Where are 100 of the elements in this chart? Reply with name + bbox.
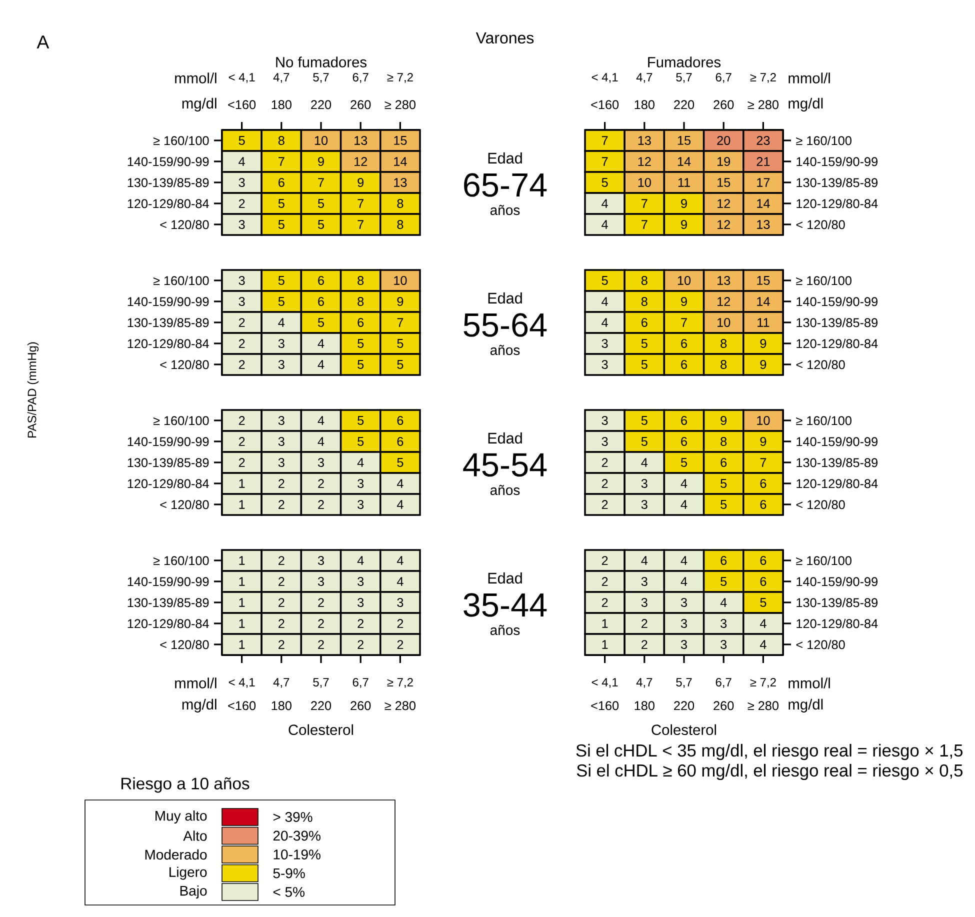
data-label: 7: [681, 318, 687, 327]
text: 220: [311, 701, 332, 710]
text: Edad: [488, 292, 522, 304]
data-label: 2: [602, 556, 608, 565]
data-label: 6: [358, 318, 364, 327]
data-label: 1: [239, 479, 245, 488]
y-tick-label: 120-129/80-84: [128, 618, 209, 628]
x-axis-title: Colesterol: [652, 724, 716, 736]
y-tick-label: < 120/80: [160, 500, 209, 510]
data-label: 11: [758, 318, 770, 327]
y-tick-label: < 120/80: [796, 500, 845, 510]
data-label: 9: [681, 297, 687, 306]
text: 5-9%: [273, 868, 305, 878]
data-label: 1: [239, 577, 245, 586]
category-label: Muy alto: [156, 810, 207, 824]
data-label: 6: [318, 297, 324, 306]
data-label: 7: [278, 157, 284, 166]
text: Edad: [488, 152, 522, 164]
data-label: 12: [718, 297, 730, 306]
data-label: 2: [642, 640, 648, 649]
text: 220: [311, 100, 332, 110]
data-label: 3: [238, 220, 245, 229]
y-tick-label: 140-159/90-99: [796, 576, 878, 586]
text: Edad: [488, 572, 522, 584]
text: 180: [272, 100, 292, 110]
data-label: 15: [718, 178, 730, 187]
data-label: 12: [354, 157, 368, 166]
y-tick-label: 130-139/85-89: [128, 458, 209, 468]
data-label: 2: [238, 416, 245, 425]
data-label: 13: [354, 136, 368, 145]
text: 220: [674, 701, 694, 710]
text: años: [490, 344, 520, 356]
data-label: 3: [238, 276, 245, 285]
x-tick-label: < 4,1: [228, 678, 255, 688]
y-tick-label: < 120/80: [796, 640, 845, 650]
data-label: 1: [239, 500, 245, 509]
data-label: 1: [602, 640, 608, 649]
text: Riesgo a 10 años: [122, 777, 250, 793]
data-label: 3: [602, 416, 608, 425]
data-label: 4: [238, 157, 245, 166]
data-label: 12: [718, 220, 730, 229]
data-label: 8: [641, 276, 648, 285]
data-label: 6: [681, 360, 687, 369]
data-label: 2: [602, 598, 608, 607]
y-tick-label: 120-129/80-84: [128, 198, 209, 208]
text: ≥ 280: [748, 701, 778, 710]
data-label: 10: [757, 416, 770, 425]
data-label: 4: [396, 556, 404, 565]
data-label: 2: [397, 619, 404, 628]
data-label: 8: [278, 136, 284, 145]
text: Si el cHDL < 35 mg/dl, el riesgo real = riesgo × 1,5: [576, 744, 962, 760]
text: 45-54: [463, 453, 547, 477]
data-label: 5: [641, 360, 648, 369]
y-tick-label: < 120/80: [160, 640, 209, 650]
data-label: 7: [602, 157, 608, 166]
data-label: 5: [602, 276, 608, 285]
data-label: 3: [278, 458, 284, 467]
data-label: 3: [238, 297, 245, 306]
text: <160: [591, 701, 619, 710]
data-label: 6: [397, 437, 404, 446]
y-tick-label: < 120/80: [160, 220, 209, 230]
data-label: 4: [680, 500, 688, 509]
data-label: 17: [757, 178, 770, 187]
data-label: 3: [278, 339, 284, 348]
data-label: 4: [602, 199, 608, 208]
data-label: 3: [278, 437, 284, 446]
y-tick-label: 130-139/85-89: [128, 598, 209, 608]
y-tick-label: 130-139/85-89: [128, 318, 209, 328]
y-tick-label: 140-159/90-99: [128, 576, 209, 586]
data-label: 9: [760, 339, 766, 348]
x-tick-label: 6,7: [352, 73, 368, 83]
x-tick-label: 5,7: [676, 73, 692, 83]
data-label: 6: [681, 416, 687, 425]
data-label: 8: [397, 220, 404, 229]
y-tick-label: ≥ 160/100: [153, 556, 209, 566]
data-label: 3: [720, 640, 727, 649]
data-label: 5: [358, 360, 364, 369]
data-label: 14: [757, 199, 770, 208]
data-label: 4: [318, 360, 324, 369]
text: <160: [591, 100, 619, 110]
data-label: 3: [680, 640, 687, 649]
chart-title: Fumadores: [648, 56, 721, 68]
data-label: 5: [278, 199, 284, 208]
text: mg/dl: [788, 698, 823, 712]
data-label: 2: [278, 640, 284, 649]
data-label: 8: [720, 360, 727, 369]
data-label: 4: [680, 479, 688, 488]
data-label: 6: [720, 458, 727, 467]
x-tick-label: ≥ 7,2: [387, 73, 413, 83]
data-label: 3: [602, 437, 608, 446]
text: años: [490, 484, 520, 496]
data-label: 15: [678, 136, 691, 145]
data-label: 5: [318, 220, 324, 229]
y-tick-label: 130-139/85-89: [796, 458, 878, 468]
y-tick-label: 130-139/85-89: [796, 178, 878, 188]
y-tick-label: ≥ 160/100: [796, 556, 852, 566]
text: < 5%: [273, 887, 304, 897]
y-tick-label: 130-139/85-89: [796, 318, 878, 328]
data-label: 3: [641, 479, 648, 488]
y-tick-label: 120-129/80-84: [796, 478, 878, 488]
